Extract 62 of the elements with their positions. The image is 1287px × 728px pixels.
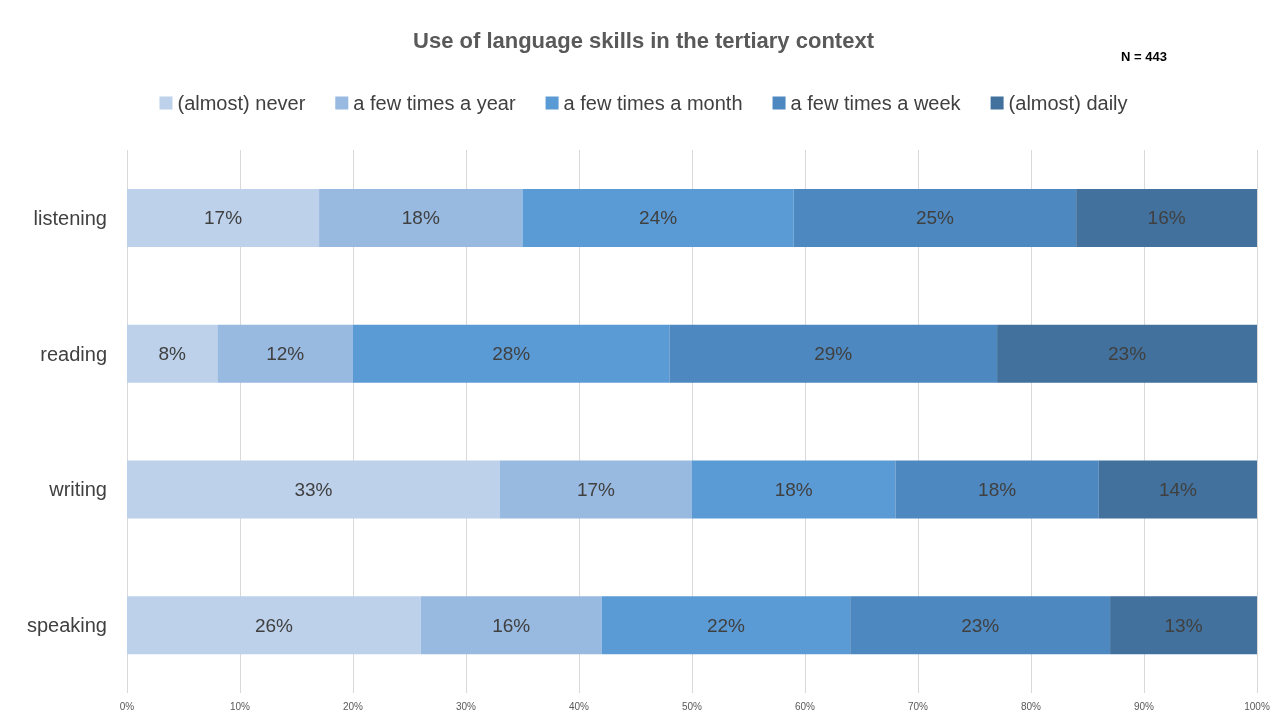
bar xyxy=(353,324,670,383)
data-label: 29% xyxy=(814,343,853,365)
data-label: 14% xyxy=(1158,478,1198,500)
data-label: 25% xyxy=(915,207,955,229)
data-label: 17% xyxy=(204,207,243,229)
chart-title: Use of language skills in the tertiary context xyxy=(413,27,875,53)
bar xyxy=(499,460,692,519)
y-tick-label: writing xyxy=(48,478,107,501)
x-tick-label: 60% xyxy=(794,700,816,712)
data-label: 8% xyxy=(158,343,187,365)
bar xyxy=(1098,460,1257,519)
y-tick-label: listening xyxy=(33,206,107,229)
data-label: 13% xyxy=(1164,614,1203,636)
bar xyxy=(997,324,1257,383)
bar xyxy=(850,596,1111,655)
bar xyxy=(217,324,353,383)
y-tick-label: reading xyxy=(40,342,107,365)
data-label: 12% xyxy=(266,343,305,365)
bar xyxy=(1076,188,1257,247)
x-tick-label: 90% xyxy=(1133,700,1155,712)
x-tick-label: 30% xyxy=(455,700,477,712)
x-tick-label: 20% xyxy=(342,700,364,712)
data-label: 33% xyxy=(294,478,333,500)
bar xyxy=(127,188,320,247)
data-label: 23% xyxy=(961,614,1000,636)
bar xyxy=(522,188,794,247)
bar xyxy=(319,188,523,247)
bar xyxy=(1110,596,1257,655)
legend-label: (almost) never xyxy=(177,92,306,114)
bar xyxy=(601,596,851,655)
data-label: 22% xyxy=(706,614,746,636)
legend-label: a few times a month xyxy=(563,92,743,114)
x-tick-label: 10% xyxy=(229,700,251,712)
data-label: 17% xyxy=(576,478,616,500)
y-tick-label: speaking xyxy=(26,614,107,637)
legend-label: (almost) daily xyxy=(1008,92,1128,114)
bar xyxy=(420,596,602,655)
bar xyxy=(692,460,896,519)
data-label: 16% xyxy=(1147,207,1186,229)
data-label: 24% xyxy=(639,207,678,229)
data-label: 18% xyxy=(978,478,1017,500)
x-tick-label: 40% xyxy=(568,700,590,712)
x-tick-label: 70% xyxy=(907,700,929,712)
x-tick-label: 80% xyxy=(1020,700,1042,712)
text: N = 443 xyxy=(1121,49,1168,64)
data-label: 26% xyxy=(254,614,294,636)
bar xyxy=(895,460,1099,519)
x-tick-label: 50% xyxy=(681,700,703,712)
data-label: 18% xyxy=(774,478,813,500)
x-tick-label: 100% xyxy=(1244,700,1270,712)
bar xyxy=(127,324,218,383)
bar xyxy=(127,596,421,655)
bar xyxy=(793,188,1077,247)
x-tick-label: 0% xyxy=(119,700,135,712)
data-label: 28% xyxy=(492,343,531,365)
bar xyxy=(127,460,500,519)
bar xyxy=(669,324,998,383)
data-label: 16% xyxy=(492,614,531,636)
legend-label: a few times a week xyxy=(790,92,962,114)
legend-label: a few times a year xyxy=(353,92,516,114)
data-label: 23% xyxy=(1108,343,1147,365)
data-label: 18% xyxy=(401,207,440,229)
